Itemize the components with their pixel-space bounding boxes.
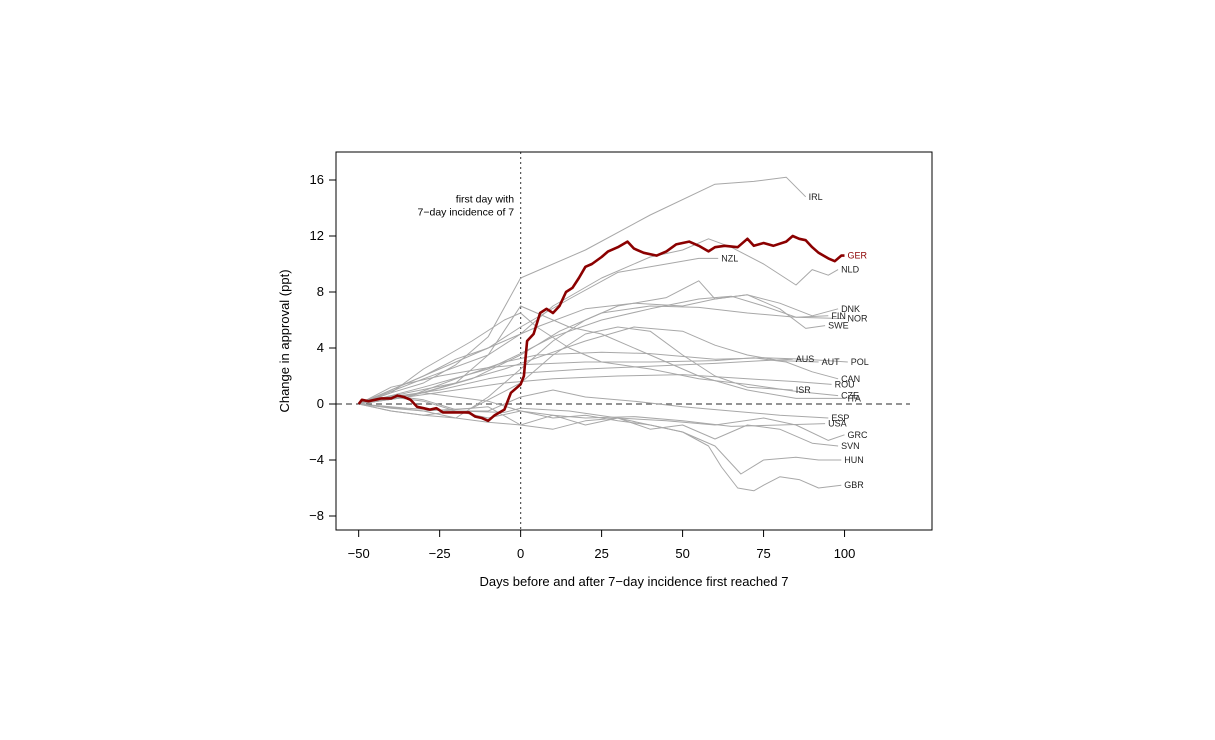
series-line-ita xyxy=(358,305,845,405)
series-label-hun: HUN xyxy=(844,455,864,465)
series-label-grc: GRC xyxy=(848,430,869,440)
series-line-nld xyxy=(358,238,839,405)
series-label-cze: CZE xyxy=(841,391,859,401)
annotation-line2: 7−day incidence of 7 xyxy=(418,207,515,219)
y-tick-label: 0 xyxy=(317,396,324,411)
annotation-line1: first day with xyxy=(456,194,515,206)
series-line-cze xyxy=(358,312,839,405)
series-label-aut: AUT xyxy=(822,357,841,367)
series-label-nld: NLD xyxy=(841,265,860,275)
series-label-rou: ROU xyxy=(835,379,855,389)
series-label-aus: AUS xyxy=(796,354,815,364)
series-label-dnk: DNK xyxy=(841,304,860,314)
x-tick-label: 0 xyxy=(517,546,524,561)
y-tick-label: 4 xyxy=(317,340,324,355)
series-label-nzl: NZL xyxy=(721,253,738,263)
series-label-nor: NOR xyxy=(848,314,869,324)
series-line-pol xyxy=(358,351,848,405)
series-label-ita: ITA xyxy=(848,393,861,403)
series-lines xyxy=(357,176,848,492)
series-label-esp: ESP xyxy=(831,413,849,423)
x-tick-label: 50 xyxy=(675,546,689,561)
x-tick-label: 75 xyxy=(756,546,770,561)
x-tick-label: 25 xyxy=(594,546,608,561)
y-axis-title: Change in approval (ppt) xyxy=(277,269,292,412)
y-tick-label: 16 xyxy=(310,172,324,187)
series-line-hun xyxy=(358,403,842,475)
y-tick-label: −4 xyxy=(309,452,324,467)
y-tick-label: −8 xyxy=(309,508,324,523)
x-axis-title: Days before and after 7−day incidence fi… xyxy=(480,574,789,589)
series-label-usa: USA xyxy=(828,419,847,429)
x-tick-label: 100 xyxy=(834,546,856,561)
series-line-irl xyxy=(358,176,807,405)
series-line-aus xyxy=(358,358,793,405)
series-line-gbr xyxy=(358,392,842,492)
x-tick-label: −25 xyxy=(429,546,451,561)
series-label-swe: SWE xyxy=(828,321,849,331)
series-label-pol: POL xyxy=(851,357,869,367)
series-line-esp xyxy=(358,389,829,419)
series-label-irl: IRL xyxy=(809,192,823,202)
series-line-aut xyxy=(358,326,819,405)
series-line-swe xyxy=(358,280,826,419)
series-line-fin xyxy=(358,295,829,405)
series-line-ger xyxy=(357,234,845,423)
plot-frame xyxy=(335,151,933,531)
series-label-svn: SVN xyxy=(841,441,860,451)
y-tick-label: 8 xyxy=(317,284,324,299)
series-line-nor xyxy=(358,305,845,405)
series-label-can: CAN xyxy=(841,374,860,384)
series-label-isr: ISR xyxy=(796,385,812,395)
series-label-fin: FIN xyxy=(831,311,846,321)
series-label-gbr: GBR xyxy=(844,480,864,490)
series-line-can xyxy=(358,357,839,405)
series-label-ger: GER xyxy=(848,251,868,261)
axes: −50 −25 0 25 50 75 100 −8 −4 0 4 8 12 16 xyxy=(309,151,933,561)
series-line-svn xyxy=(358,395,839,447)
y-tick-label: 12 xyxy=(310,228,324,243)
x-tick-label: −50 xyxy=(348,546,370,561)
